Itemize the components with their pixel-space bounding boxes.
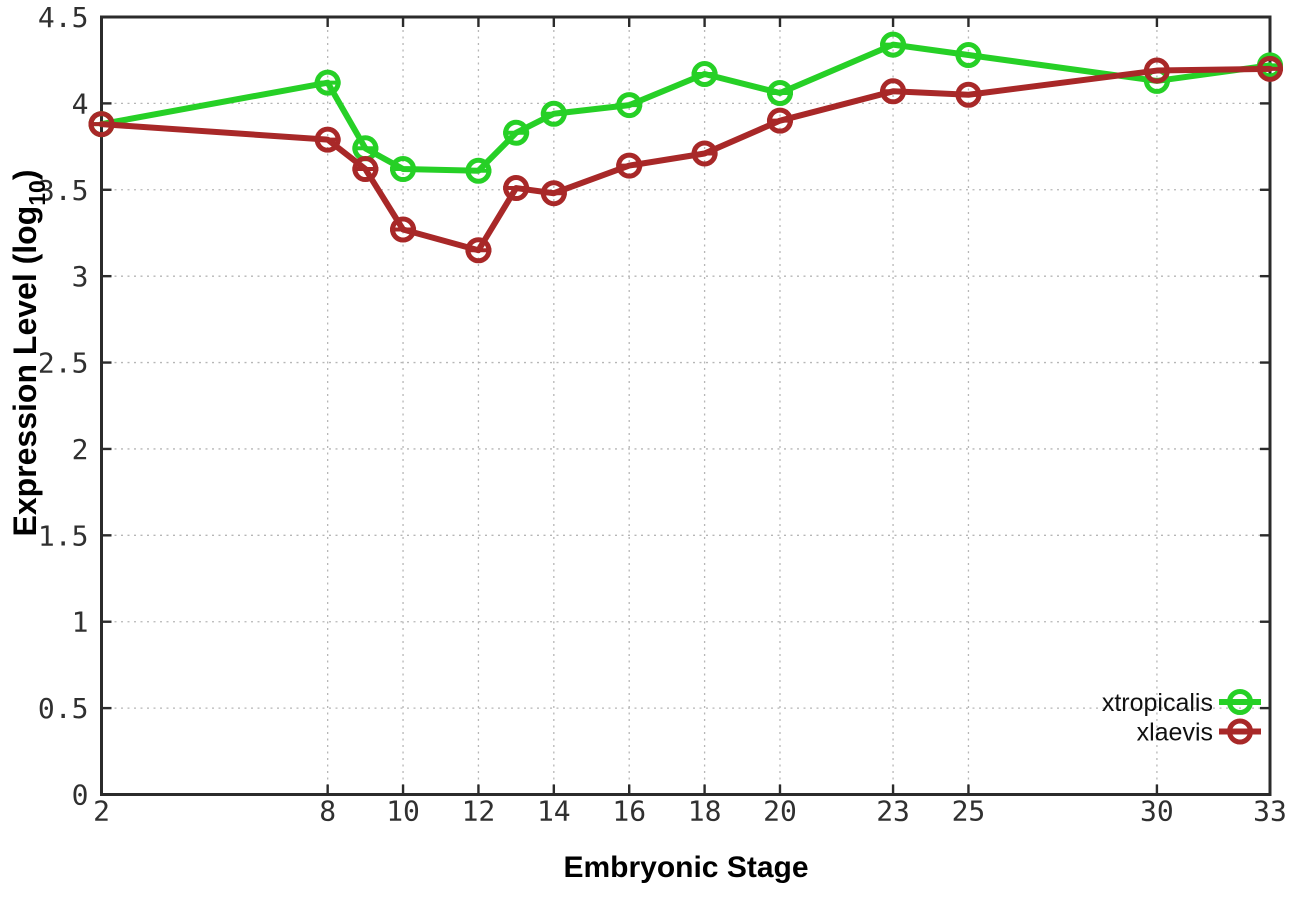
x-tick-label-10: 10 (386, 795, 420, 828)
data-point-xlaevis-16 (616, 152, 643, 179)
x-tick-label-30: 30 (1140, 795, 1174, 828)
legend-label-xlaevis: xlaevis (1137, 719, 1213, 747)
data-point-xlaevis-23 (880, 78, 907, 105)
x-tick-label-33: 33 (1253, 795, 1287, 828)
x-tick-label-18: 18 (688, 795, 722, 828)
y-axis-label: Expression Level (log10) (7, 169, 50, 536)
series-line-xtropicalis (98, 41, 1273, 174)
y-tick-label-3.5: 3.5 (38, 174, 89, 207)
data-point-xtropicalis-14 (540, 100, 567, 127)
data-point-xtropicalis-20 (766, 80, 793, 107)
x-axis-label: Embryonic Stage (563, 851, 808, 884)
data-point-xlaevis-8 (314, 126, 341, 153)
y-axis-label-subscript: 10 (24, 180, 50, 206)
x-tick-label-12: 12 (462, 795, 496, 828)
series-line-xlaevis (98, 65, 1273, 254)
legend-marker-xlaevis (1227, 718, 1253, 745)
y-tick-label-1: 1 (72, 606, 89, 639)
y-tick-label-0: 0 (72, 779, 89, 812)
x-tick-label-14: 14 (537, 795, 571, 828)
data-point-xtropicalis-16 (616, 92, 643, 119)
x-tick-label-16: 16 (612, 795, 646, 828)
plot-border (100, 15, 1272, 796)
data-point-xtropicalis-23 (880, 31, 907, 58)
data-point-xlaevis-25 (955, 81, 982, 108)
data-point-xlaevis-10 (390, 216, 417, 243)
data-point-xlaevis-18 (691, 140, 718, 167)
y-tick-label-3: 3 (72, 260, 89, 293)
data-point-xlaevis-33 (1257, 55, 1283, 82)
y-tick-label-1.5: 1.5 (38, 519, 89, 552)
legend-marker-xtropicalis (1227, 689, 1253, 715)
y-tick-label-2.5: 2.5 (38, 347, 89, 380)
data-point-xlaevis-12 (465, 237, 492, 264)
x-tick-label-20: 20 (763, 795, 797, 828)
x-tick-label-23: 23 (876, 795, 910, 828)
y-tick-label-0.5: 0.5 (38, 692, 89, 725)
data-point-xlaevis-2 (88, 111, 115, 138)
data-point-xlaevis-20 (766, 107, 793, 134)
y-tick-label-4: 4 (72, 87, 89, 120)
data-point-xlaevis-13 (503, 175, 530, 202)
x-tick-label-8: 8 (319, 795, 336, 828)
y-axis-label-main: Expression Level (log (7, 206, 43, 537)
data-point-xtropicalis-12 (465, 157, 492, 184)
data-point-xtropicalis-18 (691, 61, 718, 88)
x-tick-label-2: 2 (93, 795, 110, 828)
data-point-xtropicalis-10 (390, 156, 417, 183)
axis-layer: 2 8 10 12 14 16 18 20 23 25 30 33 0 0.5 1 1.5 2 2.5 3 3.5 4 4… (38, 1, 1287, 828)
data-point-xtropicalis-25 (955, 42, 982, 69)
y-tick-label-2: 2 (72, 433, 89, 466)
y-tick-label-4.5: 4.5 (38, 1, 89, 34)
data-point-xtropicalis-8 (314, 69, 341, 96)
series-layer (88, 31, 1283, 264)
data-point-xlaevis-14 (540, 180, 567, 207)
legend-label-xtropicalis: xtropicalis (1102, 689, 1213, 717)
x-tick-label-25: 25 (952, 795, 986, 828)
data-point-xlaevis-30 (1143, 57, 1170, 84)
data-point-xlaevis-9 (352, 156, 379, 183)
data-point-xtropicalis-13 (503, 119, 530, 146)
y-axis-label-end: ) (7, 169, 43, 180)
